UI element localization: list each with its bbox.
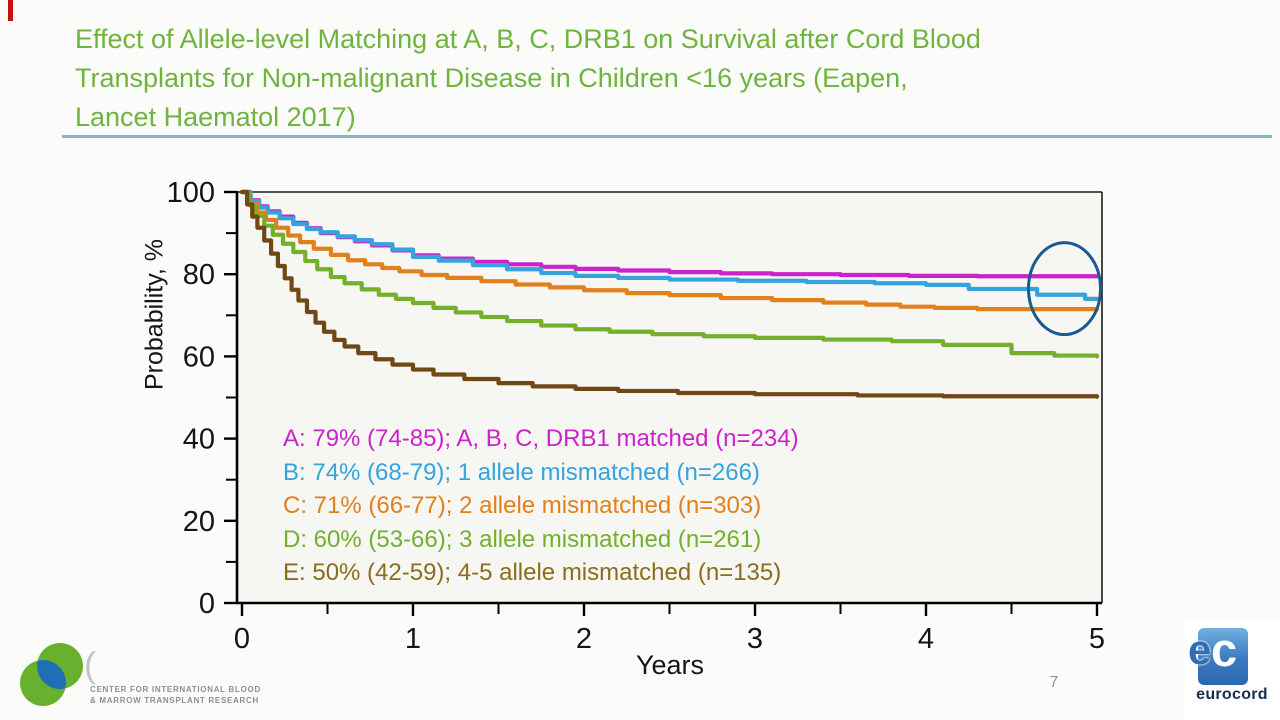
legend-item-B: B: 74% (68-79); 1 allele mismatched (n=2… xyxy=(283,458,760,486)
legend-item-D: D: 60% (53-66); 3 allele mismatched (n=2… xyxy=(283,525,762,553)
eurocord-e-glyph: e xyxy=(1188,626,1212,673)
eurocord-square-icon xyxy=(1198,628,1248,685)
title-divider-line xyxy=(62,135,1272,138)
slide-title-line-3: Lancet Haematol 2017) xyxy=(75,102,356,132)
y-axis-label: Probability, % xyxy=(140,239,169,390)
curve-B xyxy=(239,189,1100,301)
eurocord-wordmark: eurocord xyxy=(1196,686,1268,703)
legend-item-A: A: 79% (74-85); A, B, C, DRB1 matched (n… xyxy=(283,425,799,452)
y-tick-label: 0 xyxy=(199,588,215,620)
x-tick-label: 2 xyxy=(576,623,592,655)
chart-legend: A: 79% (74-85); A, B, C, DRB1 matched (n… xyxy=(283,422,799,590)
highlight-ellipse-annotation xyxy=(1027,241,1103,337)
x-tick-label: 3 xyxy=(747,623,763,655)
x-tick-label: 4 xyxy=(918,623,934,655)
eurocord-logo: e c eurocord xyxy=(1184,620,1280,720)
cibmtr-logo: ( CENTER FOR INTERNATIONAL BLOOD & MARRO… xyxy=(0,630,300,720)
slide-title: Effect of Allele-level Matching at A, B,… xyxy=(75,20,1235,137)
red-corner-mark xyxy=(8,0,13,21)
y-tick-label: 80 xyxy=(183,259,215,291)
eurocord-c-glyph: c xyxy=(1211,623,1238,676)
slide-title-line-2: Transplants for Non-malignant Disease in… xyxy=(75,63,908,93)
legend-item-C: C: 71% (66-77); 2 allele mismatched (n=3… xyxy=(283,492,762,519)
y-tick-label: 100 xyxy=(167,177,215,209)
page-number: 7 xyxy=(1049,674,1059,691)
y-tick-label: 20 xyxy=(183,506,215,538)
cibmtr-caption-line-1: CENTER FOR INTERNATIONAL BLOOD xyxy=(90,685,261,694)
curve-D xyxy=(239,189,1100,359)
cibmtr-caption-line-2: & MARROW TRANSPLANT RESEARCH xyxy=(90,695,259,705)
slide-title-line-1: Effect of Allele-level Matching at A, B,… xyxy=(75,24,981,54)
y-tick-label: 60 xyxy=(183,341,215,373)
cibmtr-caption: CENTER FOR INTERNATIONAL BLOOD & MARROW … xyxy=(90,685,261,706)
x-tick-label: 0 xyxy=(234,623,250,655)
cibmtr-paren-mark: ( xyxy=(84,644,96,685)
x-axis-label: Years xyxy=(635,650,705,680)
cibmtr-circles-icon xyxy=(20,643,83,706)
x-tick-label: 5 xyxy=(1089,623,1105,655)
curve-E xyxy=(239,189,1100,399)
legend-item-E: E: 50% (42-59); 4-5 allele mismatched (n… xyxy=(283,559,782,586)
curve-C xyxy=(239,189,1100,312)
x-tick-label: 1 xyxy=(405,623,421,655)
y-tick-label: 40 xyxy=(183,424,215,456)
